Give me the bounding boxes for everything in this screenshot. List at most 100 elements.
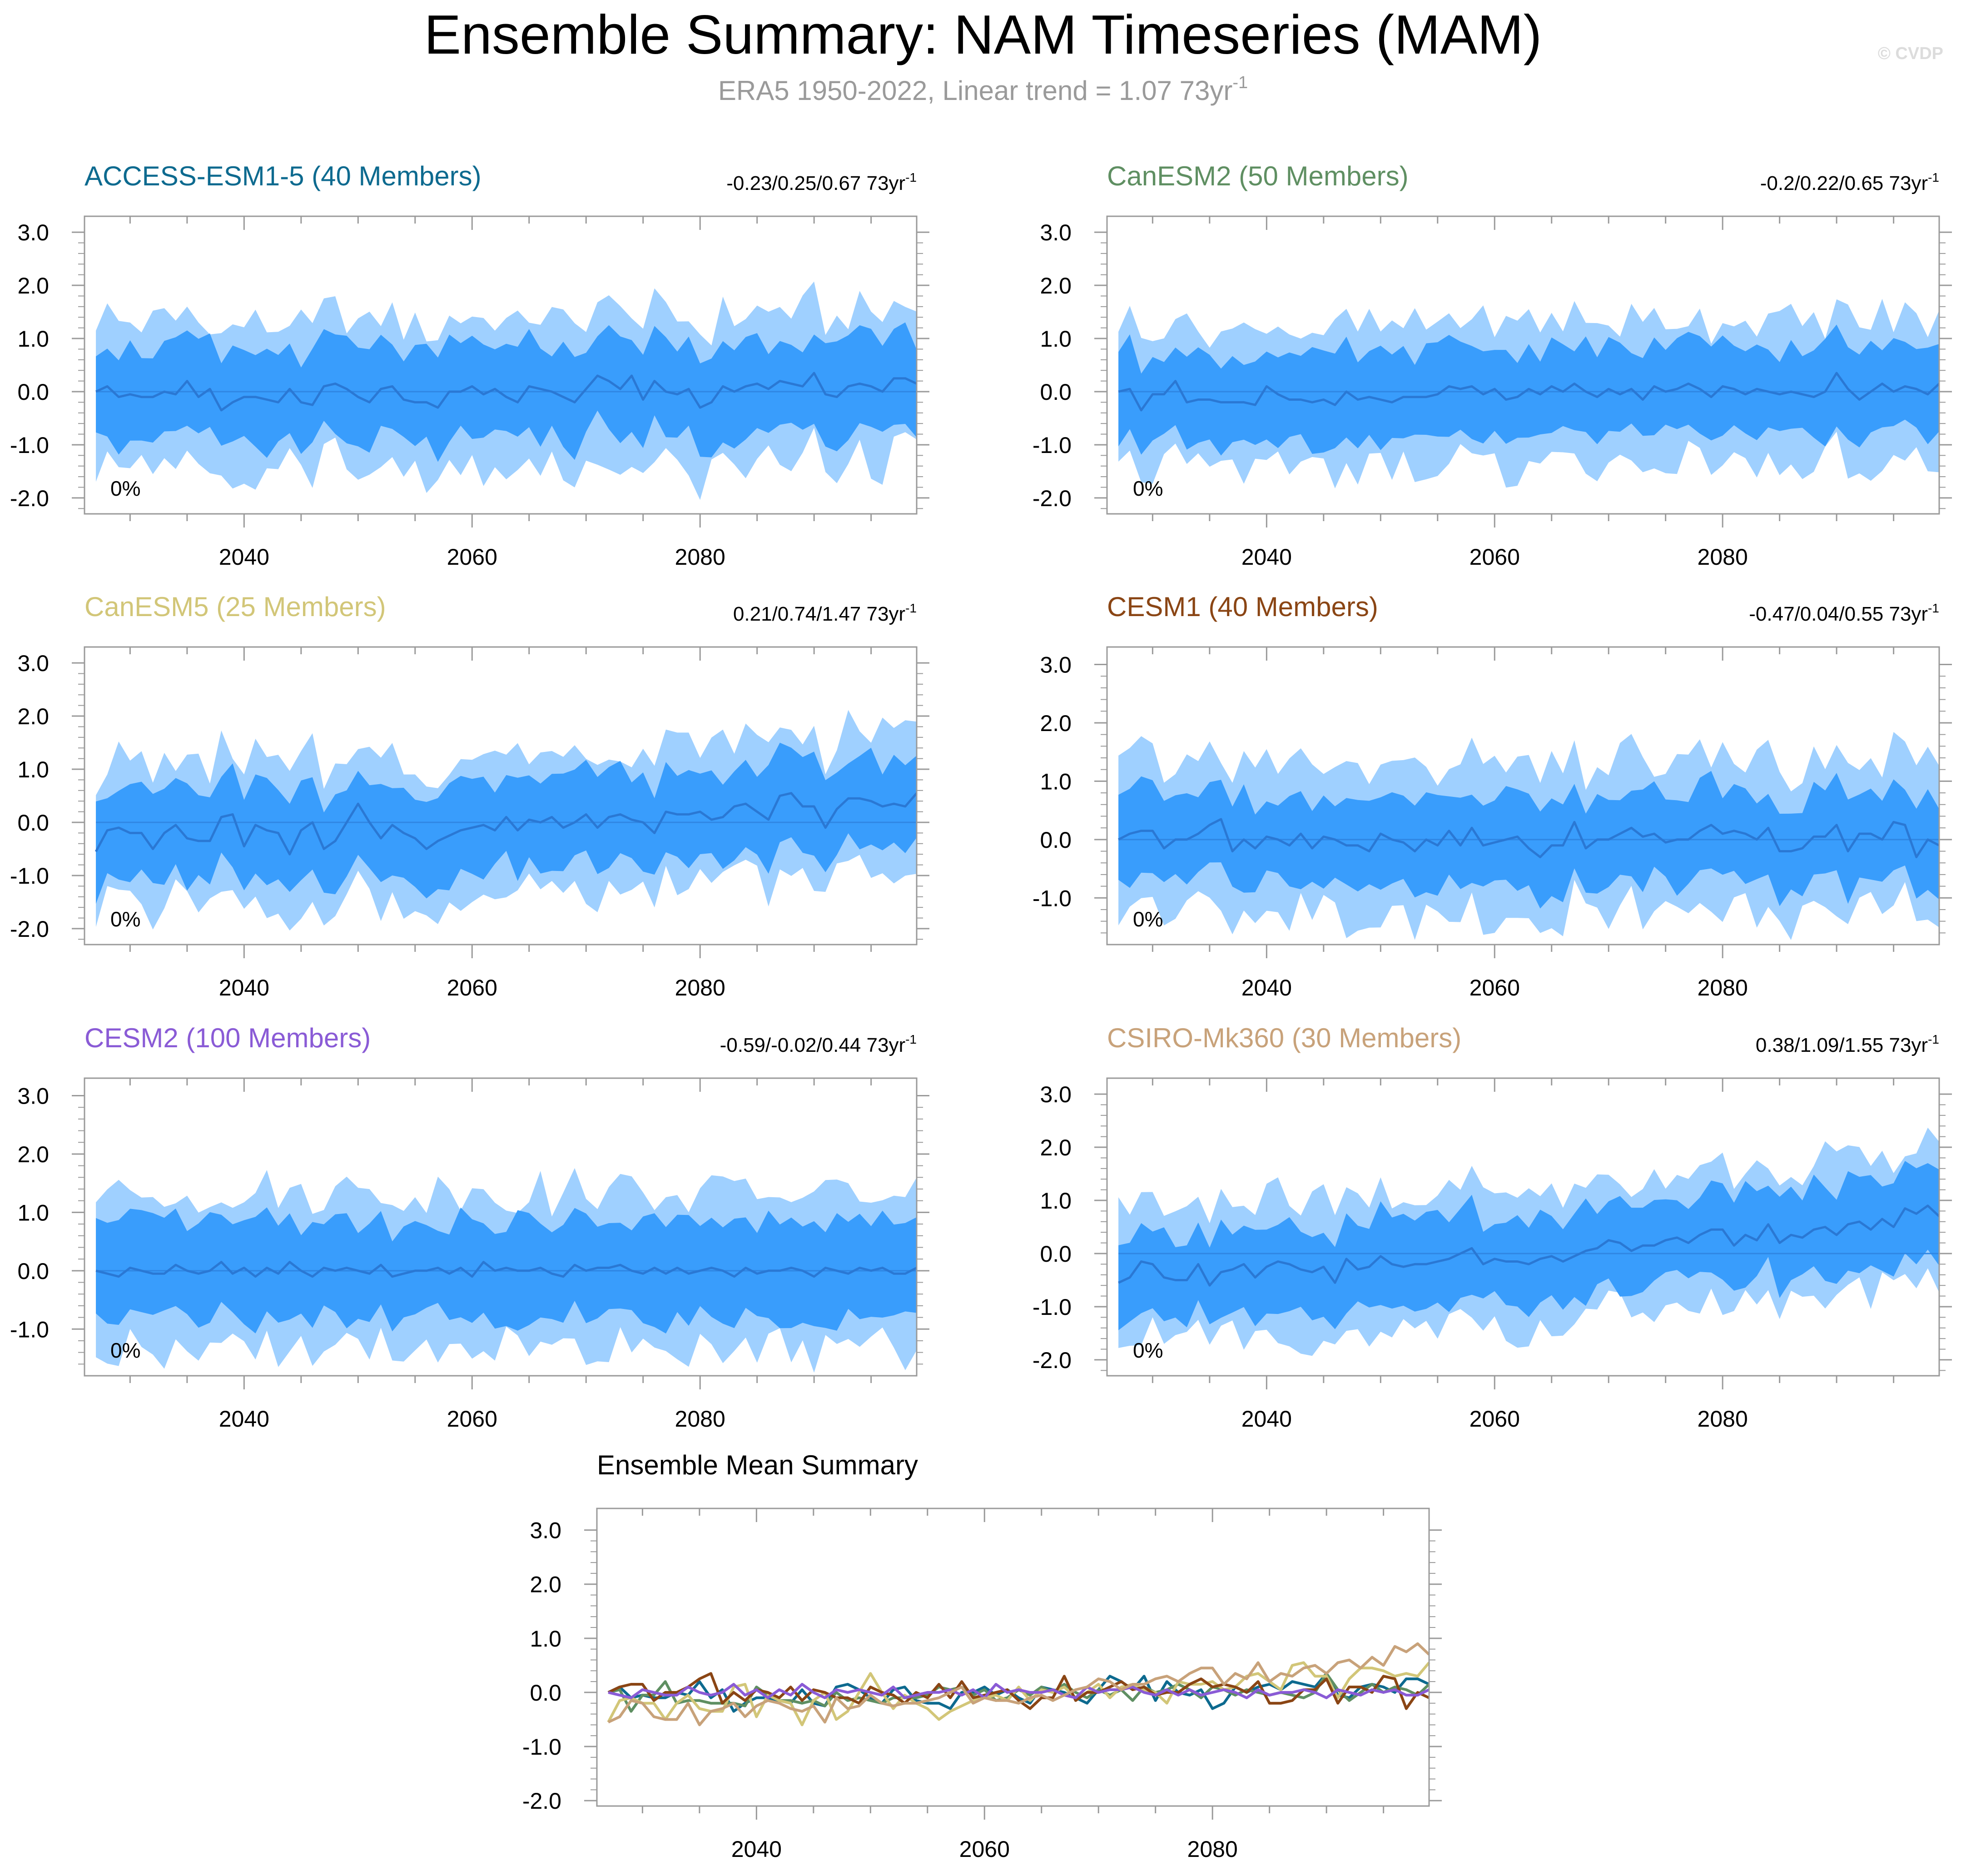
- x-tick-label: 2040: [731, 1836, 782, 1862]
- series-line-0: [94, 792, 918, 856]
- trend-label: -0.2/0.22/0.65 73yr-1: [1760, 170, 1939, 194]
- y-tick-label: -1.0: [10, 863, 49, 889]
- y-tick-label: 2.0: [1040, 711, 1072, 736]
- x-tick-label: 2040: [219, 544, 269, 570]
- y-tick-label: 1.0: [17, 1200, 49, 1225]
- y-tick-label: 0.0: [1040, 1241, 1072, 1267]
- x-tick-label: 2080: [1698, 975, 1748, 1000]
- inner-spread-band: [96, 742, 917, 904]
- series-line-5: [607, 1642, 1430, 1727]
- trend-value: 0.38/1.09/1.55 73yr: [1756, 1034, 1928, 1056]
- plot-frame: [1106, 215, 1940, 515]
- plot-frame: [1106, 1077, 1940, 1377]
- y-tick-label: 2.0: [17, 704, 49, 729]
- trend-value: -0.2/0.22/0.65 73yr: [1760, 172, 1928, 194]
- chart-panel-3: 3.0 2.0 1.0 0.0 -1.0 2040 2060 2080 CESM1 (40 Me…: [1033, 592, 1952, 1000]
- x-tick-label: 2060: [1470, 975, 1520, 1000]
- trend-superscript: -1: [905, 1032, 917, 1046]
- y-tick-label: -2.0: [10, 486, 49, 511]
- percent-label: 0%: [1133, 907, 1163, 931]
- y-tick-label: 1.0: [1040, 769, 1072, 794]
- series-line-0: [95, 1261, 918, 1278]
- series-line-0: [1117, 818, 1940, 858]
- plot-frame: [84, 1077, 918, 1377]
- panel-title: CESM1 (40 Members): [1107, 592, 1378, 622]
- plot-frame: [596, 1508, 1430, 1807]
- y-tick-label: 3.0: [17, 651, 49, 676]
- percent-label: 0%: [1133, 477, 1163, 500]
- y-tick-label: 1.0: [1040, 1188, 1072, 1214]
- percent-label: 0%: [110, 907, 140, 931]
- percent-label: 0%: [1133, 1339, 1163, 1362]
- chart-panel-4: 3.0 2.0 1.0 0.0 -1.0 2040 2060 2080 CESM2 (100 M…: [10, 1023, 929, 1432]
- series-line-0: [1118, 1204, 1940, 1287]
- y-tick-label: -1.0: [522, 1734, 561, 1760]
- x-tick-label: 2060: [447, 1406, 497, 1432]
- trend-value: -0.59/-0.02/0.44 73yr: [720, 1034, 905, 1056]
- y-tick-label: 3.0: [1040, 652, 1072, 678]
- series-line-2: [607, 1661, 1430, 1727]
- trend-label: -0.59/-0.02/0.44 73yr-1: [720, 1032, 917, 1056]
- series-line-0: [95, 372, 918, 412]
- y-tick-label: 1.0: [530, 1626, 561, 1652]
- x-tick-label: 2040: [219, 1406, 269, 1432]
- y-tick-label: 1.0: [17, 757, 49, 782]
- series-line-0: [607, 1672, 1430, 1713]
- y-tick-label: 1.0: [17, 326, 49, 352]
- x-tick-label: 2080: [1698, 1406, 1748, 1432]
- y-tick-label: 3.0: [17, 220, 49, 245]
- panel-title: ACCESS-ESM1-5 (40 Members): [84, 161, 482, 191]
- figure-subtitle: ERA5 1950-2022, Linear trend = 1.07 73yr…: [718, 73, 1248, 106]
- trend-superscript: -1: [905, 601, 917, 615]
- percent-label: 0%: [110, 1339, 140, 1362]
- x-tick-label: 2080: [1698, 544, 1748, 570]
- trend-superscript: -1: [905, 170, 917, 184]
- watermark: © CVDP: [1878, 44, 1943, 63]
- chart-panel-1: 3.0 2.0 1.0 0.0 -1.0 -2.0 2040 2060 2080 CanESM2 …: [1033, 161, 1952, 570]
- trend-label: 0.38/1.09/1.55 73yr-1: [1756, 1032, 1939, 1056]
- x-tick-label: 2040: [1241, 1406, 1292, 1432]
- series-line-4: [608, 1683, 1430, 1699]
- y-tick-label: 0.0: [1040, 827, 1072, 853]
- y-tick-label: 0.0: [17, 810, 49, 836]
- plot-frame: [1106, 646, 1940, 945]
- series-line-0: [1118, 372, 1940, 412]
- panel-title: CSIRO-Mk360 (30 Members): [1107, 1023, 1461, 1053]
- trend-superscript: -1: [1928, 601, 1939, 615]
- x-tick-label: 2080: [675, 1406, 725, 1432]
- x-tick-label: 2040: [1241, 544, 1292, 570]
- series-line-3: [607, 1672, 1430, 1710]
- x-tick-label: 2060: [959, 1836, 1010, 1862]
- x-tick-label: 2060: [447, 544, 497, 570]
- trend-label: -0.47/0.04/0.55 73yr-1: [1749, 601, 1939, 625]
- subtitle-superscript: -1: [1232, 73, 1248, 92]
- chart-panel-5: 3.0 2.0 1.0 0.0 -1.0 -2.0 2040 2060 2080 CSIRO-Mk…: [1033, 1023, 1952, 1432]
- y-tick-label: 1.0: [1040, 326, 1072, 352]
- y-tick-label: -1.0: [1033, 886, 1072, 911]
- y-tick-label: 2.0: [1040, 1135, 1072, 1160]
- y-tick-label: 2.0: [530, 1572, 561, 1597]
- y-tick-label: 0.0: [17, 1259, 49, 1284]
- plot-frame: [84, 646, 918, 945]
- y-tick-label: 3.0: [1040, 1082, 1072, 1107]
- trend-superscript: -1: [1928, 1032, 1939, 1046]
- x-tick-label: 2080: [675, 975, 725, 1000]
- y-tick-label: 2.0: [17, 273, 49, 299]
- trend-value: 0.21/0.74/1.47 73yr: [733, 603, 905, 625]
- y-tick-label: 0.0: [530, 1680, 561, 1706]
- percent-label: 0%: [110, 477, 140, 500]
- inner-spread-band: [1118, 1161, 1939, 1330]
- y-tick-label: -2.0: [1033, 486, 1072, 511]
- x-tick-label: 2040: [1241, 975, 1292, 1000]
- y-tick-label: -2.0: [522, 1788, 561, 1814]
- x-tick-label: 2080: [675, 544, 725, 570]
- plots-container: 3.0 2.0 1.0 0.0 -1.0 -2.0 2040 2060 2080 ACCESS-E…: [10, 161, 1952, 1862]
- subtitle-text: ERA5 1950-2022, Linear trend = 1.07 73yr: [718, 75, 1232, 106]
- y-tick-label: 0.0: [1040, 379, 1072, 405]
- plot-frame: [84, 215, 918, 515]
- x-tick-label: 2080: [1187, 1836, 1238, 1862]
- y-tick-label: 2.0: [1040, 273, 1072, 299]
- x-tick-label: 2060: [447, 975, 497, 1000]
- y-tick-label: -1.0: [10, 433, 49, 458]
